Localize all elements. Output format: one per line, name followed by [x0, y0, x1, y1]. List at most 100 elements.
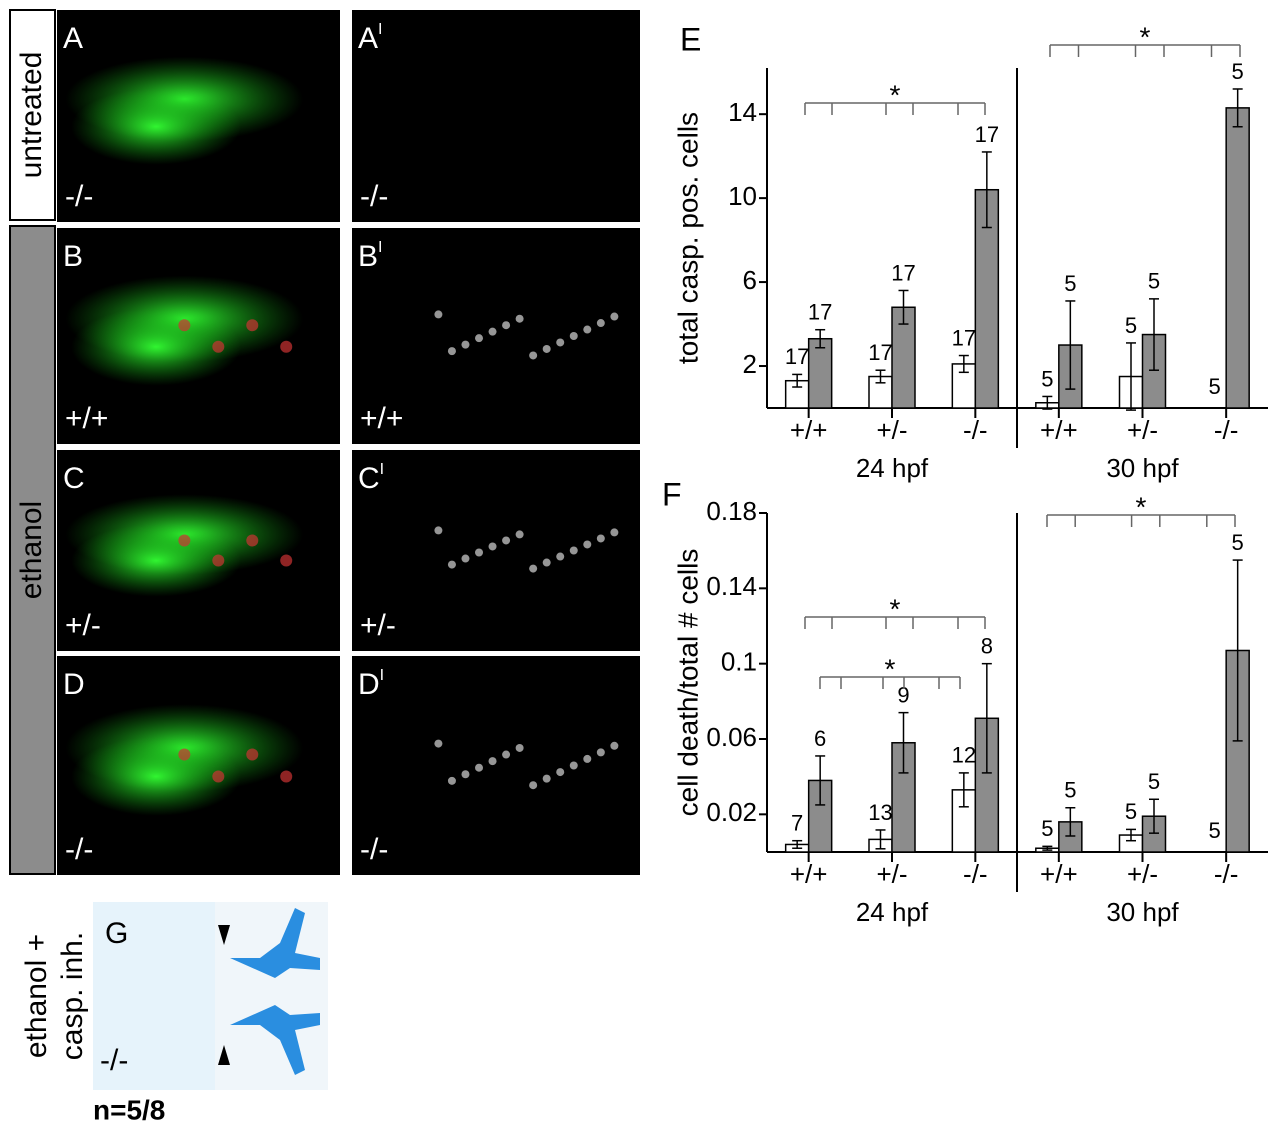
cell: [475, 763, 484, 772]
cell: [447, 347, 456, 356]
significance: *: [1136, 491, 1147, 522]
x-tick-label: -/-: [1214, 415, 1239, 445]
n-label: 5: [1125, 799, 1137, 824]
cell: [246, 319, 259, 332]
n-label: 5: [1064, 271, 1076, 296]
cell: [280, 554, 293, 567]
cell: [488, 757, 497, 766]
n-label: 5: [1148, 269, 1160, 294]
n-label: 9: [897, 682, 909, 707]
cell: [515, 314, 524, 323]
cell: [542, 558, 551, 567]
y-axis-label: total casp. pos. cells: [672, 112, 703, 364]
panel-letter: C: [358, 462, 380, 495]
cell: [280, 340, 293, 353]
n-label: 17: [975, 122, 999, 147]
panel-label: E: [680, 21, 701, 57]
n-label: 8: [981, 633, 993, 658]
micrograph: [352, 656, 640, 875]
cell: [583, 754, 592, 763]
panel-sup: I: [378, 239, 382, 256]
cell: [542, 774, 551, 783]
x-tick-label: -/-: [963, 415, 988, 445]
x-tick-label: +/+: [790, 859, 828, 889]
arrowhead: [218, 1045, 230, 1065]
x-tick-label: +/-: [876, 415, 907, 445]
cell: [212, 340, 225, 353]
n-label: 12: [952, 743, 976, 768]
group-label: 30 hpf: [1106, 897, 1179, 927]
cell: [529, 781, 538, 790]
side-label: ethanol: [15, 501, 48, 599]
panel-label: B: [63, 240, 83, 273]
n-label: 13: [868, 800, 892, 825]
group-label: 24 hpf: [856, 897, 929, 927]
cell: [502, 536, 511, 545]
x-tick-label: +/-: [1127, 859, 1158, 889]
panel-label: AI: [358, 21, 382, 55]
genotype: -/-: [360, 180, 388, 213]
significance: *: [1140, 21, 1151, 52]
panel-sup: I: [380, 461, 384, 478]
panel-label: BI: [358, 239, 382, 273]
panel-letter: A: [63, 22, 83, 55]
significance: *: [890, 79, 901, 110]
cell: [434, 310, 443, 319]
n-label: 7: [791, 811, 803, 836]
group-label: 24 hpf: [856, 453, 929, 483]
y-tick-label: 10: [728, 181, 757, 211]
n-label: 5: [1209, 374, 1221, 399]
y-tick-label: 14: [728, 97, 757, 127]
panel-sup: I: [380, 667, 384, 684]
bar: [807, 337, 833, 409]
side-label: ethanol +: [20, 934, 53, 1058]
cell: [434, 739, 443, 748]
genotype: -/-: [100, 1044, 128, 1077]
n-label: 17: [808, 300, 832, 325]
micrograph: [215, 902, 328, 1090]
panel-letter: A: [358, 22, 378, 55]
micrograph: [352, 10, 640, 222]
side-box: [9, 9, 56, 221]
panel-label: CI: [358, 461, 384, 495]
cell: [556, 552, 565, 561]
cell: [542, 344, 551, 353]
cell: [596, 534, 605, 543]
y-axis-label: cell death/total # cells: [672, 549, 703, 817]
n-label: 5: [1232, 59, 1244, 84]
group-label: 30 hpf: [1106, 453, 1179, 483]
panel-label: DI: [358, 667, 384, 701]
panel-label: A: [63, 22, 83, 55]
cell: [529, 351, 538, 360]
cell: [583, 325, 592, 334]
panel-letter: D: [358, 668, 380, 701]
cell: [610, 741, 619, 750]
panel-letter: C: [63, 462, 85, 495]
cell: [461, 554, 470, 563]
significance: *: [890, 593, 901, 624]
genotype: -/-: [360, 833, 388, 866]
genotype: -/-: [65, 833, 93, 866]
panel-label: F: [662, 476, 682, 512]
side-label: untreated: [15, 52, 48, 179]
cell: [212, 770, 225, 783]
genotype: +/+: [360, 402, 403, 435]
cell: [475, 548, 484, 557]
y-tick-label: 0.18: [706, 496, 757, 526]
genotype: +/-: [65, 609, 101, 642]
cell: [447, 776, 456, 785]
arrowhead: [218, 925, 230, 945]
x-tick-label: +/-: [876, 859, 907, 889]
cell: [434, 526, 443, 535]
x-tick-label: +/+: [1040, 859, 1078, 889]
tissue: [71, 307, 241, 386]
n-label: 5: [1041, 816, 1053, 841]
cell: [178, 319, 191, 332]
n-label: 17: [785, 344, 809, 369]
n-label: 17: [891, 260, 915, 285]
panel-letter: B: [358, 240, 378, 273]
cell: [461, 340, 470, 349]
panel-label: C: [63, 462, 85, 495]
y-tick-label: 6: [743, 265, 757, 295]
